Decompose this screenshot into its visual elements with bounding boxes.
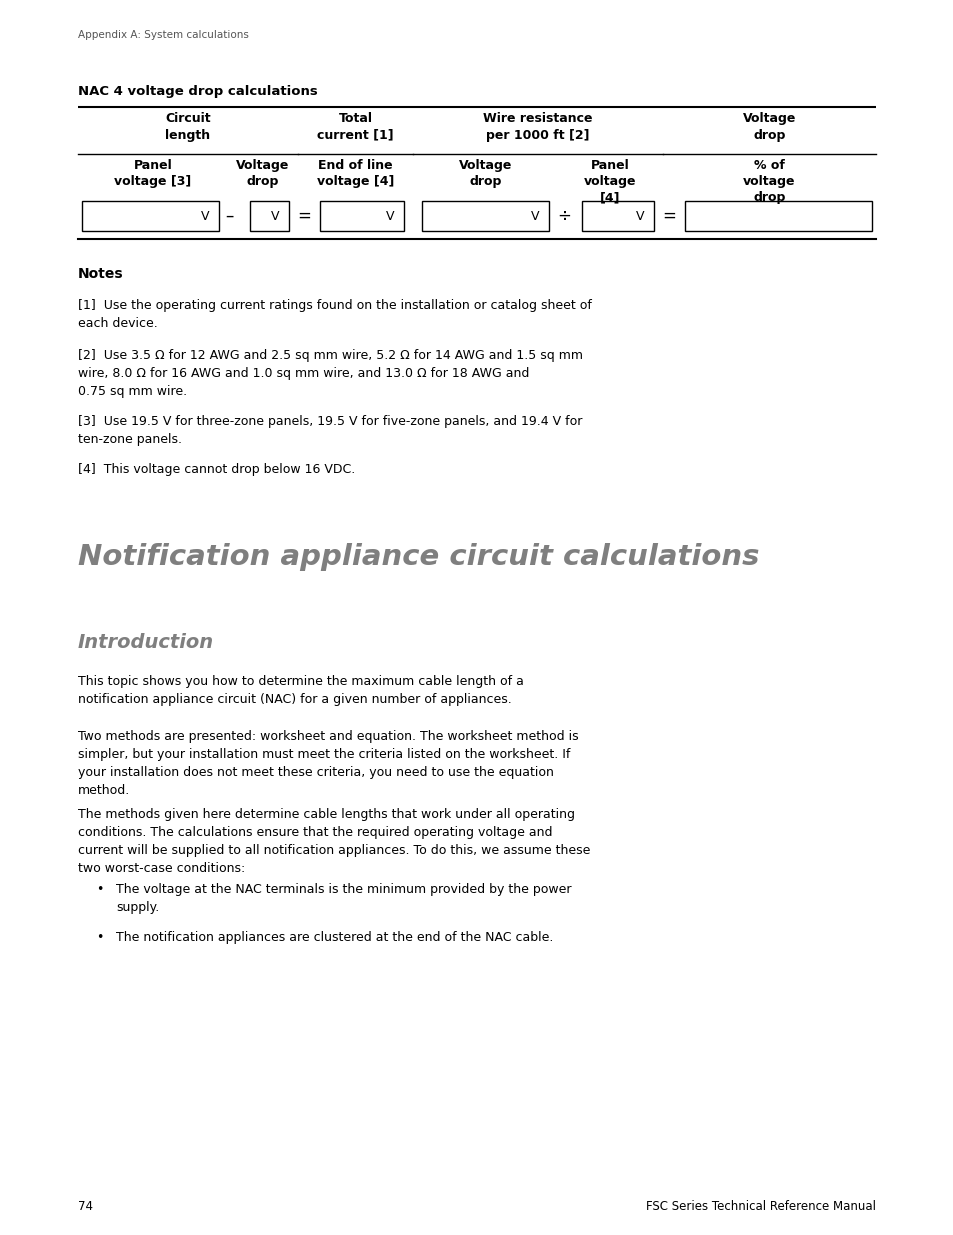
- Text: V: V: [385, 210, 394, 222]
- Text: [1]  Use the operating current ratings found on the installation or catalog shee: [1] Use the operating current ratings fo…: [78, 299, 591, 330]
- Text: Voltage
drop: Voltage drop: [742, 112, 796, 142]
- Text: [4]  This voltage cannot drop below 16 VDC.: [4] This voltage cannot drop below 16 VD…: [78, 463, 355, 475]
- Text: Notes: Notes: [78, 267, 124, 282]
- Text: Circuit
length: Circuit length: [165, 112, 211, 142]
- Text: Panel
voltage
[4]: Panel voltage [4]: [583, 159, 636, 204]
- Text: V: V: [530, 210, 538, 222]
- Text: The voltage at the NAC terminals is the minimum provided by the power
supply.: The voltage at the NAC terminals is the …: [116, 883, 571, 914]
- Text: =: =: [296, 207, 311, 225]
- Text: This topic shows you how to determine the maximum cable length of a
notification: This topic shows you how to determine th…: [78, 676, 523, 706]
- Text: % of
voltage
drop: % of voltage drop: [742, 159, 795, 204]
- Text: =: =: [661, 207, 675, 225]
- Text: The methods given here determine cable lengths that work under all operating
con: The methods given here determine cable l…: [78, 808, 590, 876]
- Text: Appendix A: System calculations: Appendix A: System calculations: [78, 30, 249, 40]
- Text: Panel
voltage [3]: Panel voltage [3]: [114, 159, 192, 188]
- Text: 74: 74: [78, 1200, 92, 1213]
- Text: Voltage
drop: Voltage drop: [236, 159, 290, 188]
- Text: V: V: [635, 210, 643, 222]
- Text: NAC 4 voltage drop calculations: NAC 4 voltage drop calculations: [78, 85, 317, 98]
- Text: ÷: ÷: [557, 207, 570, 225]
- Text: •: •: [96, 931, 103, 944]
- Bar: [82, 201, 219, 231]
- Text: The notification appliances are clustered at the end of the NAC cable.: The notification appliances are clustere…: [116, 931, 553, 944]
- Bar: [250, 201, 289, 231]
- Text: [3]  Use 19.5 V for three-zone panels, 19.5 V for five-zone panels, and 19.4 V f: [3] Use 19.5 V for three-zone panels, 19…: [78, 415, 581, 446]
- Bar: [581, 201, 654, 231]
- Text: Total
current [1]: Total current [1]: [316, 112, 394, 142]
- Text: –: –: [225, 207, 233, 225]
- Bar: [684, 201, 871, 231]
- Bar: [319, 201, 403, 231]
- Text: End of line
voltage [4]: End of line voltage [4]: [316, 159, 394, 188]
- Text: Wire resistance
per 1000 ft [2]: Wire resistance per 1000 ft [2]: [483, 112, 592, 142]
- Bar: [421, 201, 548, 231]
- Text: •: •: [96, 883, 103, 897]
- Text: Introduction: Introduction: [78, 634, 213, 652]
- Text: Two methods are presented: worksheet and equation. The worksheet method is
simpl: Two methods are presented: worksheet and…: [78, 730, 578, 797]
- Text: FSC Series Technical Reference Manual: FSC Series Technical Reference Manual: [645, 1200, 875, 1213]
- Text: [2]  Use 3.5 Ω for 12 AWG and 2.5 sq mm wire, 5.2 Ω for 14 AWG and 1.5 sq mm
wir: [2] Use 3.5 Ω for 12 AWG and 2.5 sq mm w…: [78, 350, 582, 398]
- Text: V: V: [271, 210, 278, 222]
- Text: Notification appliance circuit calculations: Notification appliance circuit calculati…: [78, 543, 759, 571]
- Text: V: V: [200, 210, 209, 222]
- Text: Voltage
drop: Voltage drop: [458, 159, 512, 188]
